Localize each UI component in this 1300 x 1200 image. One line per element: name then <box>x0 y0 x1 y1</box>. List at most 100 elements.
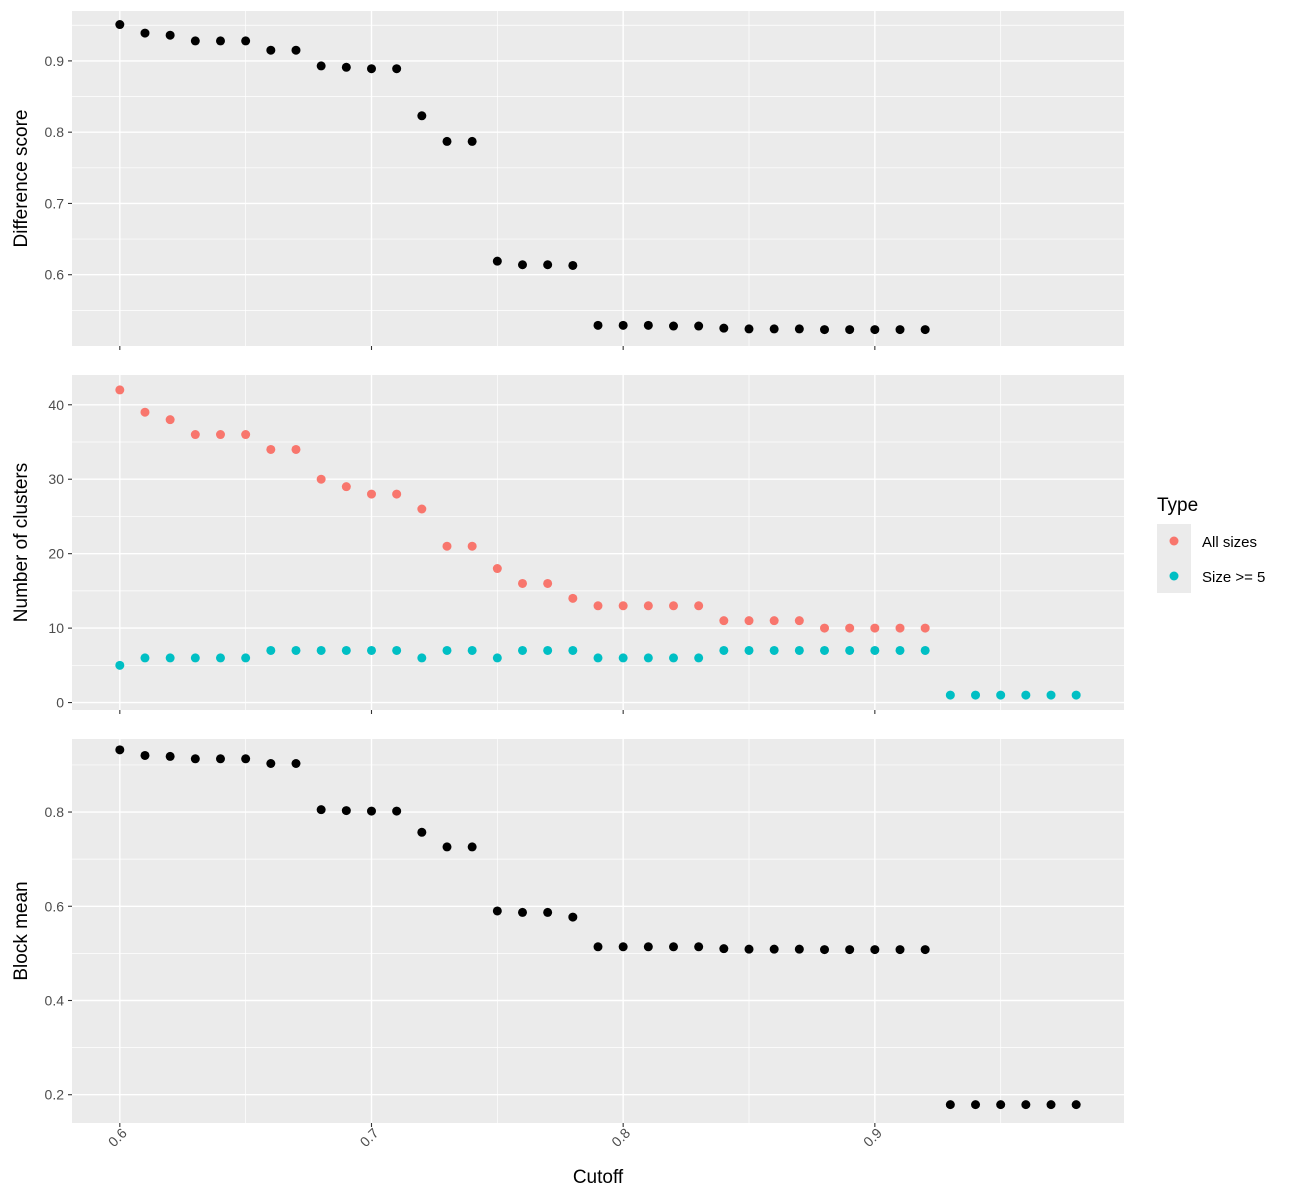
point-size-5 <box>870 645 880 655</box>
point-difference-score <box>316 61 326 71</box>
point-all-sizes <box>215 430 225 440</box>
y-tick-label: 0.4 <box>45 992 65 1008</box>
legend-key-all-sizes <box>1169 536 1179 546</box>
point-difference-score <box>769 324 779 334</box>
point-block-mean <box>215 754 225 764</box>
point-difference-score <box>140 28 150 38</box>
point-all-sizes <box>820 623 830 633</box>
panel-background <box>72 11 1124 346</box>
point-size-5 <box>291 645 301 655</box>
legend-label-size-5: Size >= 5 <box>1202 569 1265 586</box>
point-size-5 <box>417 653 427 663</box>
point-block-mean <box>820 945 830 955</box>
point-all-sizes <box>316 474 326 484</box>
point-all-sizes <box>190 430 200 440</box>
point-all-sizes <box>870 623 880 633</box>
point-difference-score <box>215 36 225 46</box>
point-block-mean <box>366 806 376 816</box>
point-size-5 <box>1021 690 1031 700</box>
x-axis-title: Cutoff <box>573 1167 624 1188</box>
point-difference-score <box>744 324 754 334</box>
point-size-5 <box>769 645 779 655</box>
point-size-5 <box>517 645 527 655</box>
point-size-5 <box>643 653 653 663</box>
point-difference-score <box>543 260 553 270</box>
point-difference-score <box>366 64 376 74</box>
series-all-sizes <box>115 385 930 633</box>
series-size-5 <box>115 645 1081 700</box>
point-all-sizes <box>568 593 578 603</box>
point-size-5 <box>845 645 855 655</box>
point-difference-score <box>291 45 301 55</box>
point-size-5 <box>241 653 251 663</box>
point-block-mean <box>341 806 351 816</box>
point-block-mean <box>1071 1100 1081 1110</box>
panels-layer: 0.6 0.7 0.8 0.9 Difference score 0 10 20 30 40 Num… <box>11 11 1124 1127</box>
point-block-mean <box>744 944 754 954</box>
point-size-5 <box>794 645 804 655</box>
y-tick-label: 0.7 <box>45 195 65 211</box>
point-block-mean <box>694 942 704 952</box>
point-block-mean <box>719 944 729 954</box>
point-all-sizes <box>643 601 653 611</box>
point-block-mean <box>517 907 527 917</box>
x-tick-label: 0.6 <box>105 1125 130 1150</box>
point-all-sizes <box>366 489 376 499</box>
point-difference-score <box>442 136 452 146</box>
y-axis-title-number-of-clusters: Number of clusters <box>11 463 32 622</box>
x-tick-label: 0.8 <box>608 1125 633 1150</box>
point-size-5 <box>341 645 351 655</box>
point-size-5 <box>744 645 754 655</box>
point-difference-score <box>241 36 251 46</box>
legend: Type All sizes Size >= 5 <box>1157 495 1265 593</box>
point-block-mean <box>392 806 402 816</box>
point-all-sizes <box>291 444 301 454</box>
point-block-mean <box>643 942 653 952</box>
point-size-5 <box>392 645 402 655</box>
point-all-sizes <box>769 616 779 626</box>
point-size-5 <box>115 660 125 670</box>
x-axis: 0.6 0.7 0.8 0.9 <box>105 1125 885 1150</box>
panel-difference-score: 0.6 0.7 0.8 0.9 Difference score <box>11 11 1124 350</box>
point-difference-score <box>165 30 175 40</box>
legend-key-size-5 <box>1169 571 1179 581</box>
point-all-sizes <box>744 616 754 626</box>
point-all-sizes <box>694 601 704 611</box>
point-all-sizes <box>417 504 427 514</box>
point-block-mean <box>568 912 578 922</box>
point-size-5 <box>719 645 729 655</box>
point-size-5 <box>568 645 578 655</box>
point-difference-score <box>593 320 603 330</box>
point-block-mean <box>241 754 251 764</box>
point-all-sizes <box>719 616 729 626</box>
point-size-5 <box>593 653 603 663</box>
point-block-mean <box>266 759 276 769</box>
series-block-mean <box>115 745 1081 1110</box>
point-size-5 <box>492 653 502 663</box>
point-block-mean <box>492 906 502 916</box>
point-difference-score <box>517 260 527 270</box>
point-block-mean <box>945 1100 955 1110</box>
y-tick-label: 0.8 <box>45 804 65 820</box>
point-all-sizes <box>669 601 679 611</box>
point-all-sizes <box>467 541 477 551</box>
point-all-sizes <box>618 601 628 611</box>
y-tick-label: 0.9 <box>45 53 65 69</box>
y-tick-label: 0.6 <box>45 898 65 914</box>
point-block-mean <box>669 942 679 952</box>
point-block-mean <box>920 945 930 955</box>
point-all-sizes <box>266 444 276 454</box>
point-block-mean <box>845 945 855 955</box>
y-tick-label: 0.6 <box>45 267 65 283</box>
point-difference-score <box>417 111 427 121</box>
y-tick-label: 20 <box>48 546 64 562</box>
point-difference-score <box>467 136 477 146</box>
point-difference-score <box>845 325 855 335</box>
point-all-sizes <box>140 407 150 417</box>
point-block-mean <box>316 805 326 815</box>
point-difference-score <box>920 325 930 335</box>
point-difference-score <box>190 36 200 46</box>
y-tick-label: 40 <box>48 397 64 413</box>
point-all-sizes <box>165 415 175 425</box>
